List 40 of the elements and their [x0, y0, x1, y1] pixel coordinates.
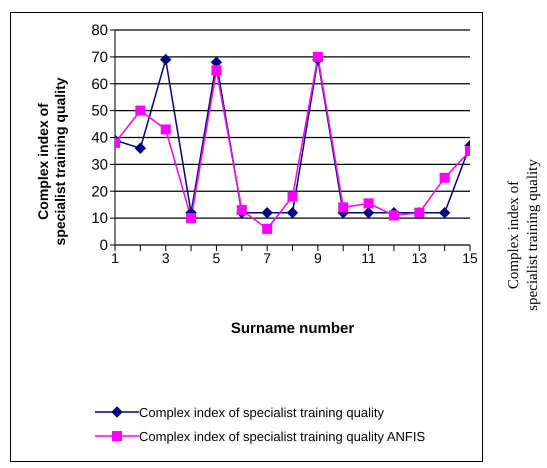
point: [312, 52, 323, 62]
y-tick-label: 10: [91, 210, 108, 228]
point: [388, 210, 399, 220]
point: [439, 207, 450, 218]
x-tick-label: 13: [411, 250, 428, 266]
point: [338, 202, 348, 212]
point: [134, 142, 146, 154]
point: [186, 213, 196, 224]
point: [364, 198, 374, 208]
y-tick-label: 0: [100, 237, 108, 254]
y-axis-title: Complex index of specialist training quality: [35, 77, 68, 246]
point: [236, 205, 247, 216]
x-tick-label: 11: [361, 250, 376, 266]
point: [440, 172, 450, 183]
y-tick-label: 80: [91, 22, 108, 39]
point: [211, 65, 222, 76]
x-tick-label: 3: [162, 250, 170, 266]
legend-label: Complex index of specialist training quality: [139, 404, 384, 420]
x-tick-label: 1: [111, 250, 120, 266]
y-tick-label: 20: [91, 183, 108, 200]
point: [287, 207, 298, 218]
x-tick-label: 15: [462, 250, 478, 266]
point: [262, 207, 273, 218]
point: [262, 224, 272, 234]
text: Complex index of specialist training quality: [506, 158, 541, 311]
x-tick-label: 9: [314, 250, 322, 266]
x-axis-title: Surname number: [230, 320, 354, 337]
x-tick-label: 7: [263, 250, 272, 266]
legend-label: Complex index of specialist training quality ANFIS: [139, 428, 426, 444]
x-tick-label: 5: [212, 250, 221, 266]
y-tick-label: 70: [91, 48, 108, 66]
point: [160, 54, 172, 66]
point: [160, 124, 171, 134]
y-tick-label: 30: [91, 156, 108, 174]
y-tick-label: 50: [91, 102, 108, 120]
point: [135, 106, 146, 116]
y-tick-label: 60: [91, 76, 108, 93]
y-tick-label: 40: [91, 130, 108, 146]
point: [288, 192, 298, 202]
point: [363, 207, 374, 218]
